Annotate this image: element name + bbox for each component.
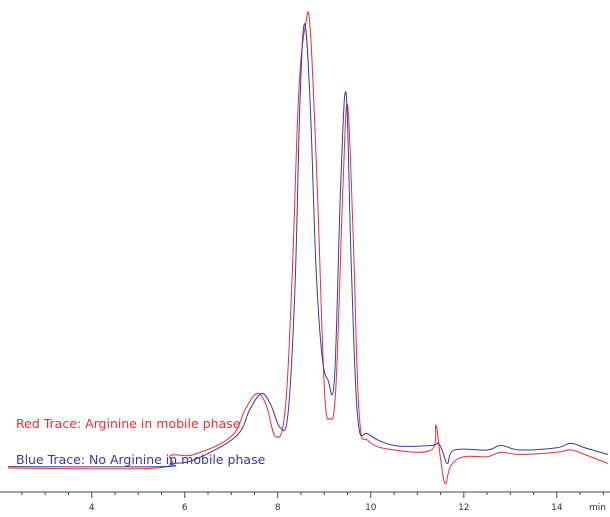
x-tick-label: 10 — [365, 503, 377, 513]
x-unit-label: min — [589, 503, 606, 513]
x-tick-label: 8 — [275, 503, 281, 513]
red-trace-line — [7, 11, 609, 485]
x-tick-label: 12 — [458, 503, 469, 513]
traces — [7, 11, 609, 485]
x-axis-ticks: 4 6 8 10 12 14 min — [21, 492, 606, 513]
legend-red-trace: Red Trace: Arginine in mobile phase — [16, 416, 241, 431]
blue-trace-line — [7, 23, 609, 468]
x-tick-label: 14 — [551, 503, 563, 513]
legend-blue-trace: Blue Trace: No Arginine in mobile phase — [16, 452, 266, 467]
x-tick-label: 4 — [89, 503, 95, 513]
x-tick-label: 6 — [182, 503, 188, 513]
